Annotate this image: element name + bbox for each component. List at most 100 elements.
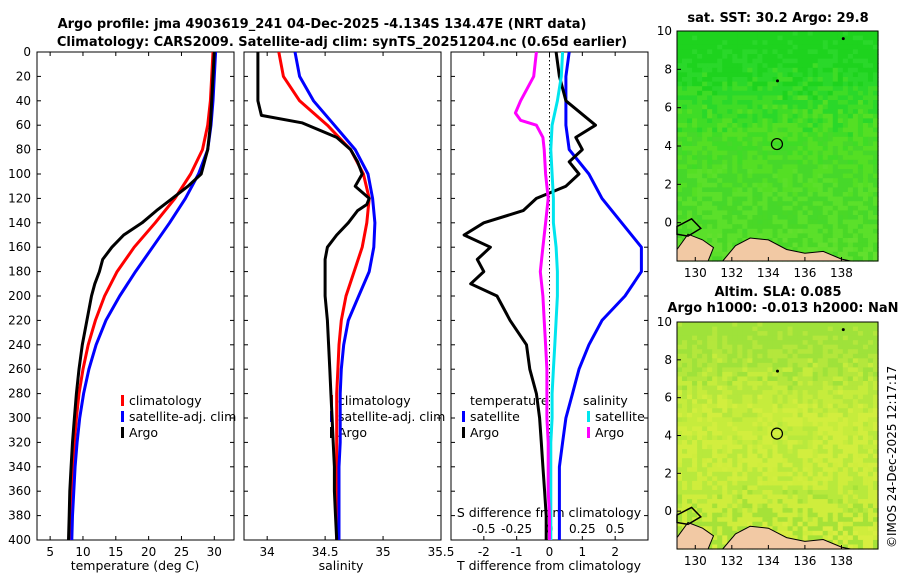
heatmap-cell <box>872 205 879 211</box>
heatmap-cell <box>862 187 869 193</box>
heatmap-cell <box>717 49 723 55</box>
heatmap-cell <box>707 127 713 133</box>
heatmap-cell <box>867 72 874 78</box>
heatmap-cell <box>817 430 824 437</box>
heatmap-cell <box>827 344 834 350</box>
heatmap-cell <box>767 521 774 527</box>
heatmap-cell <box>767 104 774 110</box>
heatmap-cell <box>807 362 814 368</box>
heatmap-cell <box>842 136 849 142</box>
heatmap-cell <box>712 408 718 414</box>
heatmap-cell <box>707 444 713 450</box>
heatmap-cell <box>762 394 769 400</box>
heatmap-cell <box>867 219 874 225</box>
heatmap-cell <box>707 526 713 532</box>
heatmap-cell <box>732 335 738 341</box>
heatmap-cell <box>872 322 879 328</box>
heatmap-cell <box>762 141 769 147</box>
heatmap-cell <box>867 90 874 96</box>
heatmap-cell <box>822 340 829 346</box>
heatmap-cell <box>792 40 799 46</box>
heatmap-cell <box>812 169 819 175</box>
heatmap-cell <box>837 35 844 41</box>
heatmap-cell <box>827 376 834 382</box>
heatmap-cell <box>717 155 723 161</box>
heatmap-cell <box>687 196 693 202</box>
heatmap-cell <box>842 376 849 382</box>
heatmap-cell <box>792 362 799 368</box>
heatmap-cell <box>702 512 708 518</box>
heatmap-cell <box>802 499 809 505</box>
heatmap-cell <box>762 426 769 432</box>
heatmap-cell <box>872 326 879 332</box>
heatmap-cell <box>862 256 869 262</box>
heatmap-cell <box>722 242 728 248</box>
heatmap-cell <box>802 412 809 418</box>
heatmap-cell <box>812 476 819 482</box>
heatmap-cell <box>797 367 804 373</box>
y-tick-label: 0 <box>664 216 672 230</box>
heatmap-cell <box>842 544 849 550</box>
heatmap-cell <box>742 476 748 482</box>
heatmap-cell <box>752 453 759 459</box>
heatmap-cell <box>702 494 708 500</box>
heatmap-cell <box>712 440 718 446</box>
heatmap-cell <box>842 539 849 546</box>
heatmap-cell <box>802 104 809 110</box>
heatmap-cell <box>772 385 779 391</box>
heatmap-cell <box>687 517 693 523</box>
heatmap-cell <box>762 81 769 87</box>
heatmap-cell <box>757 503 764 509</box>
heatmap-cell <box>792 109 799 115</box>
heatmap-cell <box>872 127 879 133</box>
heatmap-cell <box>812 517 819 523</box>
heatmap-cell <box>767 136 774 142</box>
heatmap-cell <box>862 210 869 216</box>
heatmap-cell <box>847 67 854 73</box>
heatmap-cell <box>697 95 703 101</box>
heatmap-cell <box>752 90 759 96</box>
heatmap-cell <box>722 182 728 188</box>
heatmap-cell <box>817 40 824 46</box>
heatmap-cell <box>752 499 759 505</box>
heatmap-cell <box>857 539 864 546</box>
heatmap-cell <box>702 362 708 368</box>
heatmap-cell <box>857 362 864 368</box>
heatmap-cell <box>847 192 854 198</box>
heatmap-cell <box>747 512 753 518</box>
heatmap-cell <box>802 242 809 248</box>
heatmap-cell <box>677 178 683 184</box>
heatmap-cell <box>717 201 723 207</box>
heatmap-cell <box>762 326 769 332</box>
x-tick-label: 15 <box>108 545 123 559</box>
heatmap-cell <box>692 118 698 124</box>
heatmap-cell <box>837 489 844 496</box>
heatmap-cell <box>867 146 874 152</box>
heatmap-cell <box>832 35 839 41</box>
heatmap-cell <box>812 178 819 184</box>
heatmap-cell <box>787 462 794 468</box>
heatmap-cell <box>692 485 698 491</box>
heatmap-cell <box>867 349 874 355</box>
heatmap-cell <box>712 376 718 382</box>
heatmap-cell <box>812 385 819 391</box>
heatmap-cell <box>742 49 748 55</box>
heatmap-cell <box>697 173 703 179</box>
heatmap-cell <box>827 499 834 505</box>
heatmap-cell <box>867 462 874 468</box>
heatmap-cell <box>782 132 789 138</box>
heatmap-cell <box>832 458 839 464</box>
heatmap-cell <box>682 146 688 152</box>
heatmap-cell <box>767 476 774 482</box>
heatmap-cell <box>712 215 718 221</box>
heatmap-cell <box>782 453 789 459</box>
heatmap-cell <box>842 444 849 450</box>
heatmap-cell <box>817 44 824 50</box>
heatmap-cell <box>782 440 789 446</box>
heatmap-cell <box>862 164 869 170</box>
heatmap-cell <box>842 331 849 337</box>
heatmap-cell <box>747 169 753 175</box>
heatmap-cell <box>712 335 718 341</box>
heatmap-cell <box>822 458 829 464</box>
